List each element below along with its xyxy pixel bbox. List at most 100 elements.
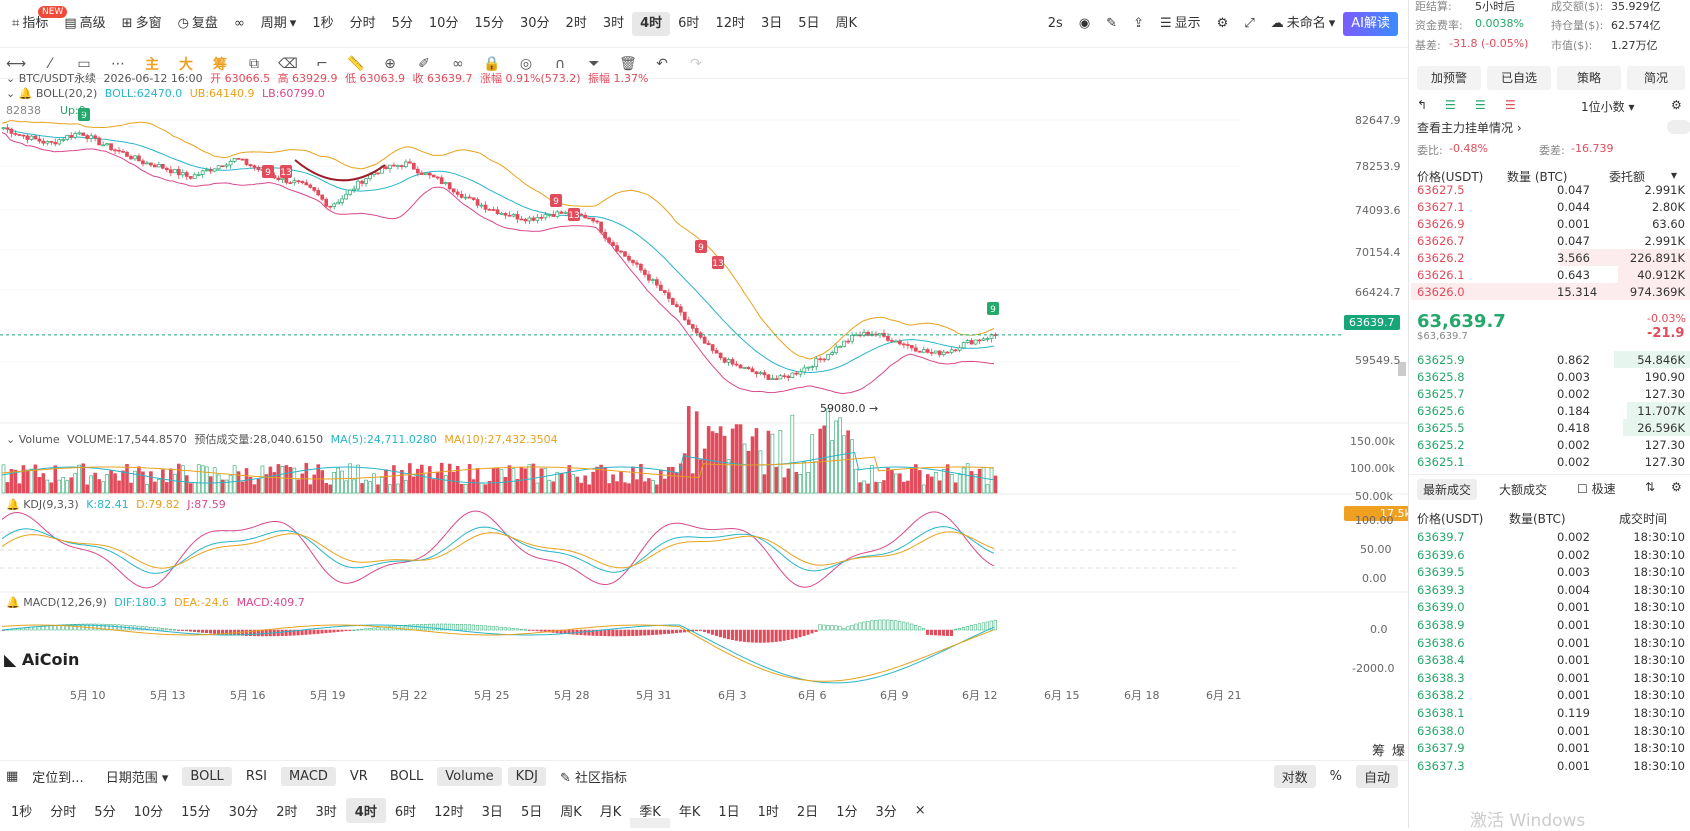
indicator-button[interactable]: ⌗ 指标 bbox=[4, 12, 56, 36]
chart-area[interactable]: 9 9 13 9 13 9 13 9 ⌄ BTC/USDT永续 2026-06-12 16:0… bbox=[0, 72, 1419, 760]
ind-kdj[interactable]: KDJ bbox=[507, 767, 546, 786]
ind-boll[interactable]: BOLL bbox=[182, 767, 232, 786]
watchlist-button[interactable]: 已自选 bbox=[1487, 66, 1551, 90]
community-indicator-button[interactable]: ✎ 社区指标 bbox=[560, 771, 628, 786]
main-orders-link[interactable]: 查看主力挂单情况 › bbox=[1417, 121, 1522, 135]
tf-quick-12[interactable]: 5日 bbox=[520, 804, 543, 820]
tf-quick-18[interactable]: 1时 bbox=[757, 804, 779, 820]
multi-window-button[interactable]: ⊞ 多窗 bbox=[114, 12, 170, 36]
ind-volume[interactable]: Volume bbox=[437, 767, 502, 786]
tf-quick-17[interactable]: 1日 bbox=[718, 804, 740, 820]
redo-icon[interactable]: ↷ bbox=[690, 55, 702, 72]
chip-button[interactable]: 筹 bbox=[213, 56, 227, 73]
magnet-icon[interactable]: ⧉ bbox=[249, 55, 259, 72]
tab-large-trades[interactable]: 大额成交 bbox=[1499, 483, 1548, 497]
fast-checkbox[interactable]: ☐ 极速 bbox=[1577, 482, 1616, 496]
collapse-icon[interactable]: ⌄ bbox=[6, 87, 16, 100]
tf-3h[interactable]: 3时 bbox=[602, 15, 625, 31]
arrow-icon[interactable]: ↰ bbox=[1417, 98, 1428, 112]
orderbook-row[interactable]: 63626.0 15.314 974.369K bbox=[1409, 283, 1690, 302]
sort-icon[interactable]: ⇅ bbox=[1645, 480, 1656, 494]
ruler-icon[interactable]: 📏 bbox=[347, 55, 365, 72]
filter-icon[interactable]: ⏷ bbox=[588, 55, 600, 72]
orderbook-row[interactable]: 63627.1 0.044 2.80K bbox=[1417, 200, 1685, 214]
tf-10m[interactable]: 10分 bbox=[428, 15, 459, 31]
ind-boll-2[interactable]: BOLL bbox=[389, 769, 424, 784]
both-side-icon[interactable]: ☰ bbox=[1445, 98, 1456, 112]
rectangle-icon[interactable]: ▭ bbox=[77, 55, 91, 72]
tf-1s[interactable]: 1秒 bbox=[312, 15, 334, 31]
percent-button[interactable]: % bbox=[1329, 769, 1342, 784]
orderbook-row[interactable]: 63626.7 0.047 2.991K bbox=[1417, 234, 1685, 248]
tf-3d[interactable]: 3日 bbox=[760, 15, 783, 31]
decimal-dropdown[interactable]: 1位小数 ▾ bbox=[1581, 100, 1635, 114]
tf-6h[interactable]: 6时 bbox=[678, 15, 700, 31]
undo-icon[interactable]: ↶ bbox=[656, 55, 668, 72]
ind-vr[interactable]: VR bbox=[349, 769, 368, 784]
tf-quick-5[interactable]: 30分 bbox=[228, 804, 259, 820]
bell-icon[interactable]: 🔔 bbox=[6, 596, 20, 609]
tf-week[interactable]: 周K bbox=[835, 15, 858, 31]
bid-side-icon[interactable]: ☰ bbox=[1475, 98, 1486, 112]
brush-icon[interactable]: ✐ bbox=[418, 55, 430, 72]
tf-4h[interactable]: 4时 bbox=[632, 11, 671, 36]
tf-quick-11[interactable]: 3日 bbox=[481, 804, 503, 820]
tf-30m[interactable]: 30分 bbox=[520, 15, 550, 31]
tf-quick-20[interactable]: 1分 bbox=[836, 804, 858, 820]
alert-button[interactable]: 加预警 bbox=[1417, 66, 1481, 90]
trash-icon[interactable]: 🗑 bbox=[619, 55, 637, 72]
orderbook-row[interactable]: 63625.1 0.002 127.30 bbox=[1417, 455, 1685, 469]
orderbook-row[interactable]: 63626.2 3.566 226.891K bbox=[1409, 249, 1690, 268]
orderbook-row[interactable]: 63627.5 0.047 2.991K bbox=[1417, 183, 1685, 197]
bell-icon[interactable]: 🔔 bbox=[18, 87, 33, 100]
tf-quick-2[interactable]: 5分 bbox=[94, 804, 116, 820]
share-icon[interactable]: ⇪ bbox=[1133, 15, 1144, 31]
tab-latest-trades[interactable]: 最新成交 bbox=[1417, 479, 1478, 500]
lock-icon[interactable]: 🔒 bbox=[483, 55, 501, 72]
orderbook-row[interactable]: 63625.5 0.418 26.596K bbox=[1409, 419, 1690, 438]
tf-5d[interactable]: 5日 bbox=[798, 15, 820, 31]
layout-dropdown[interactable]: ☁ 未命名 ▾ bbox=[1263, 12, 1344, 36]
tf-2h[interactable]: 2时 bbox=[565, 15, 587, 31]
advanced-button[interactable]: ▤ 高级 bbox=[56, 12, 113, 36]
collapse-icon[interactable]: ⌄ bbox=[6, 433, 16, 446]
date-range-dropdown[interactable]: 日期范围 ▾ bbox=[105, 771, 169, 786]
bell-icon[interactable]: 🔔 bbox=[6, 498, 20, 511]
orderbook-row[interactable]: 63625.6 0.184 11.707K bbox=[1409, 402, 1690, 421]
tf-quick-16[interactable]: 年K bbox=[678, 804, 701, 820]
orderbook-row[interactable]: 63626.1 0.643 40.912K bbox=[1409, 266, 1690, 285]
orderbook-row[interactable]: 63625.9 0.862 54.846K bbox=[1409, 351, 1690, 370]
ask-side-icon[interactable]: ☰ bbox=[1505, 98, 1516, 112]
locate-button[interactable]: 定位到... bbox=[32, 771, 84, 786]
tf-quick-1[interactable]: 分时 bbox=[50, 804, 77, 820]
chip-corner-button[interactable]: 筹 bbox=[1372, 744, 1386, 759]
trend-line-icon[interactable]: ⁄ bbox=[48, 55, 52, 72]
display-button[interactable]: ☰ 显示 bbox=[1152, 12, 1209, 36]
tf-timeshare[interactable]: 分时 bbox=[349, 15, 376, 31]
tf-quick-0[interactable]: 1秒 bbox=[11, 804, 33, 820]
gear-icon[interactable]: ⚙ bbox=[1216, 15, 1229, 31]
collapse-icon[interactable]: ⌄ bbox=[6, 72, 16, 85]
orderbook-row[interactable]: 63625.7 0.002 127.30 bbox=[1417, 387, 1685, 401]
main-force-button[interactable]: 主 bbox=[145, 56, 159, 73]
scroll-handle[interactable] bbox=[630, 818, 670, 828]
tf-quick-10[interactable]: 12时 bbox=[434, 804, 464, 820]
big-order-button[interactable]: 大 bbox=[179, 56, 193, 73]
tf-quick-3[interactable]: 10分 bbox=[133, 804, 164, 820]
overview-button[interactable]: 简况 bbox=[1627, 66, 1685, 90]
replay-button[interactable]: ◷ 复盘 bbox=[170, 12, 226, 36]
period-dropdown[interactable]: 周期 ▾ bbox=[253, 12, 305, 36]
ind-macd[interactable]: MACD bbox=[280, 767, 336, 786]
tf-quick-9[interactable]: 6时 bbox=[394, 804, 417, 820]
chart-svg[interactable]: 9 9 13 9 13 9 13 9 bbox=[0, 80, 1408, 760]
orderbook-row[interactable]: 63625.8 0.003 190.90 bbox=[1417, 370, 1685, 384]
orderbook-row[interactable]: 63625.2 0.002 127.30 bbox=[1417, 438, 1685, 452]
log-scale-button[interactable]: 对数 bbox=[1273, 765, 1316, 788]
ind-rsi[interactable]: RSI bbox=[245, 769, 267, 784]
interval-button[interactable]: 2s bbox=[1047, 15, 1063, 31]
tf-quick-15[interactable]: 季K bbox=[639, 804, 661, 820]
ai-interpret-button[interactable]: AI解读 bbox=[1343, 11, 1398, 36]
tf-quick-7[interactable]: 3时 bbox=[315, 804, 337, 820]
erase-icon[interactable]: ⌫ bbox=[278, 55, 298, 72]
grid-icon[interactable]: ▦ bbox=[6, 769, 19, 784]
